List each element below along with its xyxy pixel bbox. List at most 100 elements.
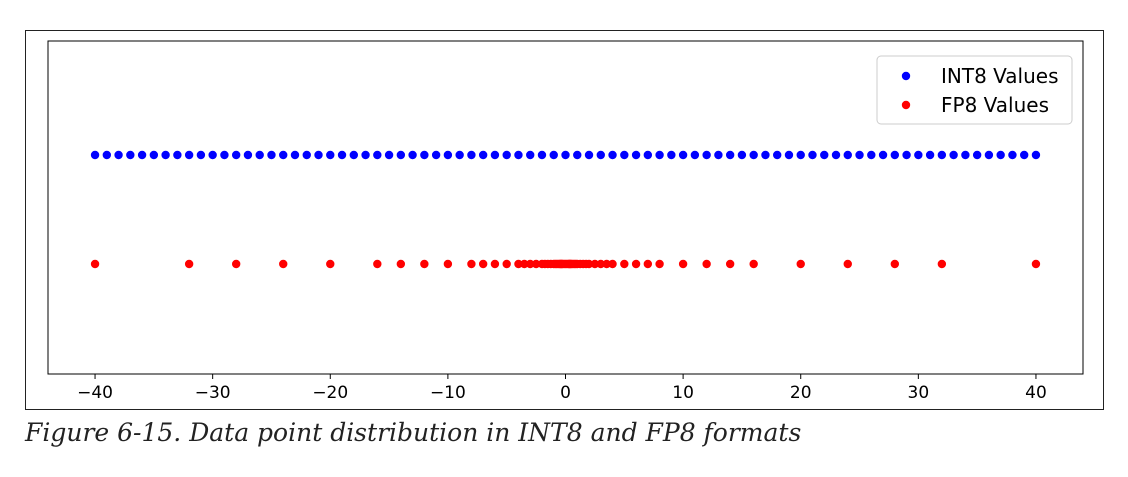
data-point [984,150,994,160]
data-point [173,150,182,160]
data-point [490,259,500,269]
data-point [773,150,782,160]
data-point [114,150,123,160]
data-point [279,259,288,269]
data-point [655,150,664,160]
legend-marker-fp8 [901,100,911,110]
data-point [443,150,453,160]
data-point [149,150,159,160]
data-point [831,150,841,160]
data-point [678,150,688,160]
data-point [537,150,547,160]
data-point [667,150,676,160]
data-point [420,259,429,269]
data-point [408,150,417,160]
x-tick-label: 0 [560,383,571,403]
data-point [102,150,112,160]
x-tick-label: 10 [672,383,694,403]
data-point [184,259,194,269]
data-point [643,150,653,160]
data-point [590,259,600,269]
data-point [725,150,735,160]
data-point [890,259,900,269]
data-point [373,259,382,269]
data-point [714,150,723,160]
data-point [255,150,264,160]
data-point [878,150,888,160]
data-point [925,150,935,160]
data-point [514,259,523,269]
data-point [231,259,241,269]
data-point [761,150,770,160]
data-point [608,259,617,269]
data-point [972,150,982,160]
data-point [608,150,617,160]
data-points [90,150,1041,269]
data-point [455,150,464,160]
data-point [949,150,958,160]
data-point [1031,150,1041,160]
data-point [796,259,805,269]
data-point [243,150,253,160]
data-point [737,150,747,160]
data-point [326,259,335,269]
figure-frame: −40 −30 −20 −10 0 10 20 30 40 INT8 Values FP8 Va… [25,30,1104,410]
chart: −40 −30 −20 −10 0 10 20 30 40 INT8 Values FP8 Va… [47,40,1084,403]
data-point [502,150,511,160]
x-tick-label: 30 [908,383,930,403]
data-point [1031,259,1041,269]
data-point [690,150,700,160]
data-point [384,150,394,160]
data-point [396,150,406,160]
data-point [702,150,711,160]
data-point [1019,150,1029,160]
data-point [373,150,382,160]
data-point [937,259,947,269]
data-point [349,150,358,160]
data-point [337,150,347,160]
data-point [561,150,570,160]
data-point [855,150,864,160]
x-tick-label: 20 [790,383,812,403]
x-tick-label: 40 [1025,383,1047,403]
data-point [431,150,441,160]
data-point [961,150,970,160]
data-point [549,150,558,160]
data-point [478,259,488,269]
data-point [596,150,605,160]
data-point [749,150,758,160]
data-point [573,150,582,160]
data-point [314,150,323,160]
data-point [526,259,535,269]
data-point [914,150,923,160]
data-point [996,150,1005,160]
data-point [90,150,100,160]
data-point [631,150,641,160]
data-point [443,259,453,269]
data-point [749,259,758,269]
data-point [890,150,900,160]
data-point [467,150,476,160]
data-point [843,259,852,269]
legend-label-fp8: FP8 Values [941,93,1049,117]
data-point [502,259,511,269]
data-point [620,259,629,269]
legend-marker-int8 [901,71,911,81]
x-tick-label: −40 [77,383,113,403]
data-point [231,150,241,160]
data-point [526,150,535,160]
data-point [90,259,100,269]
data-point [184,150,194,160]
data-point [196,150,206,160]
data-point [420,150,429,160]
data-point [678,259,688,269]
data-point [796,150,805,160]
data-point [490,150,500,160]
data-point [867,150,876,160]
x-tick-label: −30 [195,383,231,403]
data-point [326,150,335,160]
data-point [643,259,653,269]
legend-label-int8: INT8 Values [941,64,1059,88]
legend: INT8 Values FP8 Values [876,55,1073,125]
data-point [808,150,817,160]
